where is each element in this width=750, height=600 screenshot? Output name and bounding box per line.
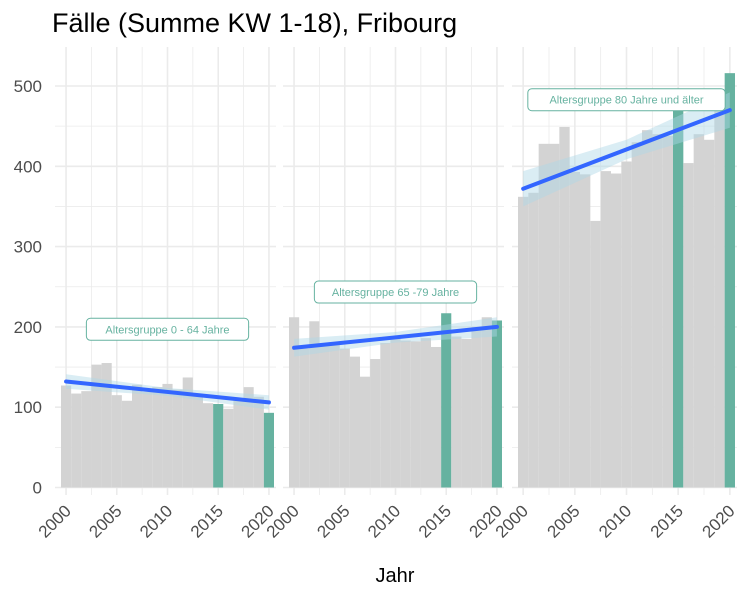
bar [481, 317, 492, 488]
bar [111, 395, 122, 488]
bar [349, 356, 360, 488]
x-tick-label: 2020 [698, 501, 738, 541]
panel-annotation: Altersgruppe 0 - 64 Jahre [105, 324, 229, 336]
highlight-bar [263, 412, 274, 488]
bar [299, 348, 310, 488]
bar [390, 338, 401, 488]
bar [329, 342, 340, 488]
y-tick-label: 500 [14, 77, 42, 96]
x-tick-label: 2015 [187, 501, 227, 541]
bar [431, 346, 442, 488]
bar [152, 387, 163, 488]
bar [223, 408, 234, 488]
bar [538, 143, 549, 488]
bar [172, 389, 183, 488]
bar [142, 391, 153, 488]
bar [319, 344, 330, 488]
bar [370, 359, 381, 488]
annotation-box [313, 280, 478, 304]
bar [360, 376, 371, 488]
bar [132, 384, 143, 488]
highlight-bar [673, 92, 684, 488]
x-tick-label: 2010 [136, 501, 176, 541]
bar [71, 393, 82, 488]
bar [410, 341, 421, 488]
bar [714, 102, 725, 488]
x-tick-label: 2005 [543, 501, 583, 541]
bar [683, 163, 694, 488]
bar [693, 134, 704, 488]
bar [549, 143, 560, 488]
bar [101, 363, 112, 488]
bar [631, 142, 642, 488]
x-tick-label: 2005 [85, 501, 125, 541]
bar [253, 396, 264, 488]
bar [233, 400, 244, 488]
bar [704, 139, 715, 488]
bar [243, 387, 254, 488]
highlight-bar [213, 403, 224, 488]
panel-annotation: Altersgruppe 65 -79 Jahre [332, 287, 459, 299]
trend-line [521, 108, 732, 191]
x-tick-label: 2015 [647, 501, 687, 541]
bar [580, 174, 591, 488]
bar [451, 336, 462, 488]
facet-panel: Altersgruppe 0 - 64 Jahre 2000 2005 2010 201… [35, 47, 278, 542]
bar [621, 161, 632, 488]
bar [400, 340, 411, 488]
bar [590, 220, 601, 488]
highlight-bar [441, 313, 452, 488]
annotation-box [527, 88, 726, 112]
bar [652, 134, 663, 488]
y-tick-label: 0 [33, 479, 42, 498]
x-tick-label: 2015 [415, 501, 455, 541]
chart-title: Fälle (Summe KW 1-18), Fribourg [52, 8, 457, 38]
bar [471, 326, 482, 488]
x-tick-label: 2010 [364, 501, 404, 541]
bar [518, 196, 529, 488]
bar [611, 173, 622, 488]
highlight-bar [724, 73, 735, 488]
annotation-box [85, 317, 250, 341]
bar [203, 403, 214, 488]
bar [162, 383, 173, 488]
x-tick-label: 2000 [35, 501, 75, 541]
bar [600, 171, 611, 488]
bar [420, 338, 431, 488]
bar [91, 364, 102, 488]
bar [339, 348, 350, 488]
bar [289, 317, 300, 488]
bar [81, 391, 92, 488]
y-tick-label: 200 [14, 318, 42, 337]
bar [192, 393, 203, 488]
bar [461, 338, 472, 488]
bar [182, 377, 193, 488]
bar [569, 171, 580, 488]
x-tick-label: 2010 [595, 501, 635, 541]
bar [662, 135, 673, 488]
panel-annotation: Altersgruppe 80 Jahre und älter [549, 95, 703, 107]
bar [380, 342, 391, 488]
x-axis-title: Jahr [376, 565, 415, 587]
y-tick-label: 400 [14, 157, 42, 176]
bar [309, 321, 320, 488]
bar [528, 192, 539, 488]
trend-line [292, 324, 499, 350]
bar [121, 400, 132, 488]
bar [642, 130, 653, 488]
y-tick-label: 100 [14, 398, 42, 417]
highlight-bar [491, 320, 502, 488]
y-tick-label: 300 [14, 238, 42, 257]
bar [61, 385, 72, 488]
trend-line [64, 379, 271, 405]
x-tick-label: 2005 [313, 501, 353, 541]
bar [559, 126, 570, 488]
